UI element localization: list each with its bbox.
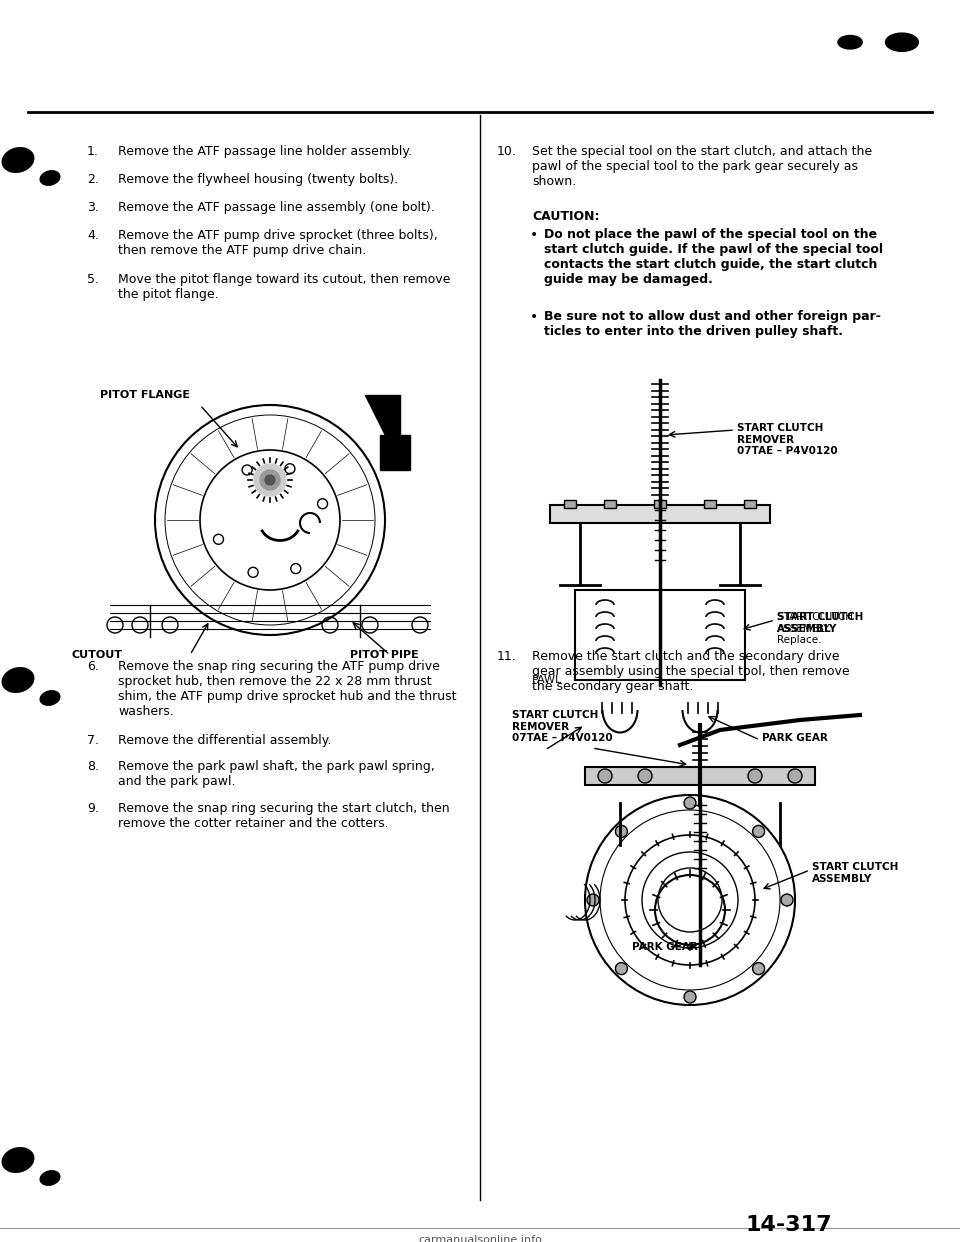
Text: 5.: 5.	[87, 273, 99, 286]
Text: Move the pitot flange toward its cutout, then remove
the pitot flange.: Move the pitot flange toward its cutout,…	[118, 273, 450, 301]
Text: Remove the ATF pump drive sprocket (three bolts),
then remove the ATF pump drive: Remove the ATF pump drive sprocket (thre…	[118, 229, 438, 257]
Text: Remove the start clutch and the secondary drive
gear assembly using the special : Remove the start clutch and the secondar…	[532, 650, 850, 693]
Circle shape	[781, 894, 793, 905]
Bar	[380, 435, 410, 469]
Text: START CLUTCH
ASSEMBLY: START CLUTCH ASSEMBLY	[812, 862, 899, 883]
Circle shape	[265, 474, 275, 484]
Bar	[575, 590, 745, 681]
Text: 11.: 11.	[497, 650, 516, 663]
Text: PAWL: PAWL	[532, 674, 563, 686]
Circle shape	[788, 769, 802, 782]
Text: •: •	[530, 310, 539, 324]
Text: START CLUTCH
REMOVER
07TAE – P4V0120: START CLUTCH REMOVER 07TAE – P4V0120	[512, 710, 612, 743]
Circle shape	[615, 963, 628, 975]
Text: 8.: 8.	[87, 760, 99, 773]
Polygon shape	[365, 395, 400, 435]
Text: 1.: 1.	[87, 145, 99, 158]
Text: START CLUTCH
ASSEMBLY: START CLUTCH ASSEMBLY	[777, 612, 863, 633]
Text: PARK GEAR: PARK GEAR	[632, 941, 698, 953]
Text: 4.: 4.	[87, 229, 99, 242]
Circle shape	[587, 894, 599, 905]
Circle shape	[254, 465, 286, 496]
Bar	[550, 505, 770, 523]
Ellipse shape	[2, 1148, 34, 1172]
Ellipse shape	[40, 691, 60, 705]
Circle shape	[638, 769, 652, 782]
Text: Remove the park pawl shaft, the park pawl spring,
and the park pawl.: Remove the park pawl shaft, the park paw…	[118, 760, 435, 787]
Ellipse shape	[2, 148, 34, 173]
Bar	[585, 768, 815, 785]
Bar	[604, 501, 616, 508]
Text: Be sure not to allow dust and other foreign par-
ticles to enter into the driven: Be sure not to allow dust and other fore…	[544, 310, 881, 338]
Text: •: •	[530, 229, 539, 242]
Bar	[704, 501, 716, 508]
Circle shape	[885, 34, 919, 51]
Circle shape	[684, 797, 696, 809]
Circle shape	[684, 991, 696, 1004]
Text: PARK GEAR: PARK GEAR	[762, 733, 828, 743]
Text: 3.: 3.	[87, 201, 99, 214]
Text: Remove the differential assembly.: Remove the differential assembly.	[118, 734, 331, 746]
Polygon shape	[819, 25, 881, 60]
Text: Remove the ATF passage line holder assembly.: Remove the ATF passage line holder assem…	[118, 145, 412, 158]
Ellipse shape	[2, 668, 34, 692]
Text: 14-317: 14-317	[745, 1215, 831, 1235]
Text: Remove the ATF passage line assembly (one bolt).: Remove the ATF passage line assembly (on…	[118, 201, 435, 214]
Text: 6.: 6.	[87, 660, 99, 673]
Ellipse shape	[40, 1171, 60, 1185]
Circle shape	[598, 769, 612, 782]
Polygon shape	[861, 19, 944, 65]
Text: Remove the flywheel housing (twenty bolts).: Remove the flywheel housing (twenty bolt…	[118, 173, 398, 186]
Ellipse shape	[40, 170, 60, 185]
Bar	[744, 501, 756, 508]
Text: 9.: 9.	[87, 802, 99, 815]
Text: 7.: 7.	[87, 734, 99, 746]
Text: PITOT PIPE: PITOT PIPE	[350, 650, 419, 660]
Bar	[654, 501, 666, 508]
Circle shape	[838, 36, 862, 48]
Text: 2.: 2.	[87, 173, 99, 186]
Circle shape	[753, 963, 764, 975]
Text: Do not place the pawl of the special tool on the
start clutch guide. If the pawl: Do not place the pawl of the special too…	[544, 229, 883, 286]
Text: START CLUTCH
REMOVER
07TAE – P4V0120: START CLUTCH REMOVER 07TAE – P4V0120	[737, 424, 838, 456]
Text: 10.: 10.	[497, 145, 516, 158]
Circle shape	[753, 826, 764, 837]
Text: CAUTION:: CAUTION:	[532, 210, 599, 224]
Text: Remove the snap ring securing the start clutch, then
remove the cotter retainer : Remove the snap ring securing the start …	[118, 802, 449, 830]
Circle shape	[748, 769, 762, 782]
Text: Set the special tool on the start clutch, and attach the
pawl of the special too: Set the special tool on the start clutch…	[532, 145, 872, 188]
Text: PITOT FLANGE: PITOT FLANGE	[100, 390, 190, 400]
Text: CUTOUT: CUTOUT	[72, 650, 123, 660]
Text: carmanualsonline.info: carmanualsonline.info	[418, 1235, 542, 1242]
Circle shape	[260, 469, 280, 491]
Bar	[564, 501, 576, 508]
Text: Remove the snap ring securing the ATF pump drive
sprocket hub, then remove the 2: Remove the snap ring securing the ATF pu…	[118, 660, 457, 718]
Circle shape	[615, 826, 628, 837]
Text: START CLUTCH
ASSEMBLY
Replace.: START CLUTCH ASSEMBLY Replace.	[777, 612, 853, 645]
